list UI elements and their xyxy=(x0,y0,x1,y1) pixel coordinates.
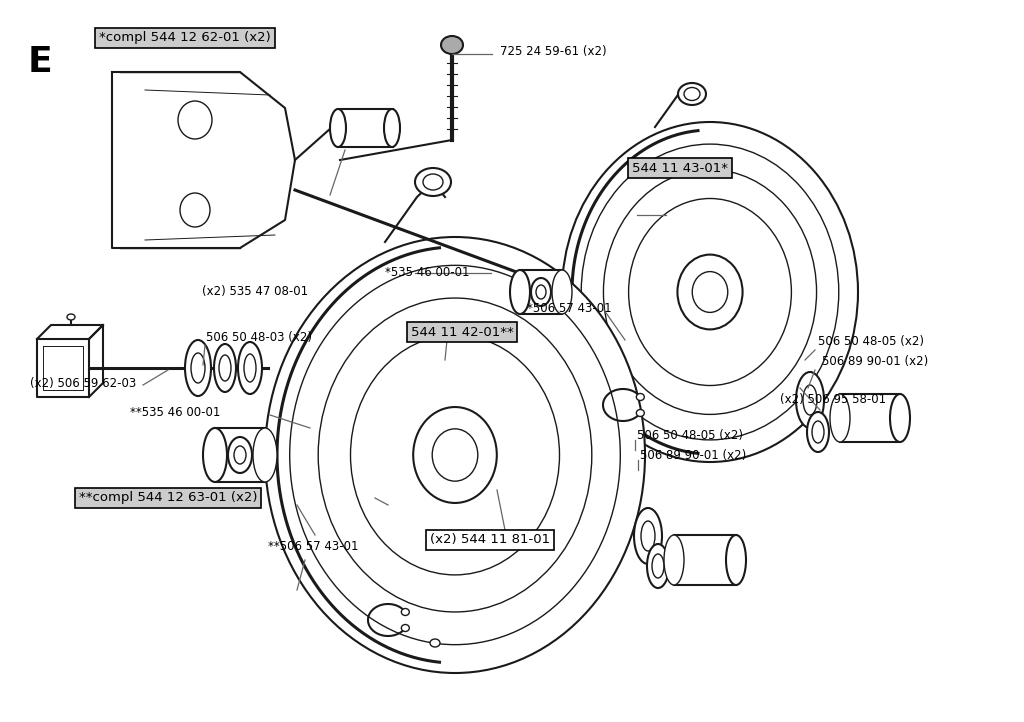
Ellipse shape xyxy=(415,168,451,196)
Text: (x2) 506 95 58-01: (x2) 506 95 58-01 xyxy=(780,393,886,406)
Ellipse shape xyxy=(180,193,210,227)
Ellipse shape xyxy=(636,409,644,417)
Ellipse shape xyxy=(603,170,816,414)
Text: (x2) 506 59 62-03: (x2) 506 59 62-03 xyxy=(30,376,136,389)
Ellipse shape xyxy=(796,372,824,428)
Text: **506 57 43-01: **506 57 43-01 xyxy=(268,541,358,554)
Text: *506 57 43-01: *506 57 43-01 xyxy=(527,302,611,315)
Ellipse shape xyxy=(384,109,400,147)
Ellipse shape xyxy=(641,521,655,551)
Ellipse shape xyxy=(510,270,530,314)
Ellipse shape xyxy=(234,446,246,464)
Ellipse shape xyxy=(290,266,621,645)
Ellipse shape xyxy=(330,109,346,147)
Ellipse shape xyxy=(185,340,211,396)
Ellipse shape xyxy=(350,335,559,575)
Ellipse shape xyxy=(636,393,644,401)
Bar xyxy=(520,270,562,314)
Text: (x2) 544 11 81-01: (x2) 544 11 81-01 xyxy=(430,534,550,547)
Ellipse shape xyxy=(890,394,910,442)
Ellipse shape xyxy=(536,285,546,299)
Text: 544 11 42-01**: 544 11 42-01** xyxy=(411,326,513,339)
Ellipse shape xyxy=(664,535,684,585)
Bar xyxy=(674,535,736,585)
Ellipse shape xyxy=(582,144,839,440)
Bar xyxy=(840,394,900,442)
Ellipse shape xyxy=(401,609,410,615)
Text: **535 46 00-01: **535 46 00-01 xyxy=(130,406,220,419)
Polygon shape xyxy=(112,72,295,248)
Ellipse shape xyxy=(562,122,858,462)
Ellipse shape xyxy=(830,394,850,442)
Text: 506 50 48-05 (x2): 506 50 48-05 (x2) xyxy=(637,428,743,441)
Ellipse shape xyxy=(253,428,278,482)
Ellipse shape xyxy=(228,437,252,473)
Ellipse shape xyxy=(678,255,742,329)
Ellipse shape xyxy=(647,544,669,588)
Ellipse shape xyxy=(203,428,227,482)
Ellipse shape xyxy=(414,407,497,503)
Ellipse shape xyxy=(178,101,212,139)
Ellipse shape xyxy=(67,314,75,320)
Ellipse shape xyxy=(692,271,728,313)
Ellipse shape xyxy=(812,421,824,443)
Text: E: E xyxy=(28,45,53,79)
Ellipse shape xyxy=(441,36,463,54)
Ellipse shape xyxy=(807,412,829,452)
Ellipse shape xyxy=(552,270,572,314)
Ellipse shape xyxy=(401,625,410,632)
Ellipse shape xyxy=(191,353,205,383)
Text: *compl 544 12 62-01 (x2): *compl 544 12 62-01 (x2) xyxy=(99,32,271,45)
Ellipse shape xyxy=(219,355,231,381)
Ellipse shape xyxy=(432,429,478,481)
Text: 725 24 59-61 (x2): 725 24 59-61 (x2) xyxy=(500,45,606,58)
Ellipse shape xyxy=(629,199,792,386)
Bar xyxy=(338,109,393,147)
Ellipse shape xyxy=(430,639,440,647)
Ellipse shape xyxy=(318,298,592,612)
Text: 506 50 48-03 (x2): 506 50 48-03 (x2) xyxy=(206,331,312,344)
Text: 506 50 48-05 (x2): 506 50 48-05 (x2) xyxy=(818,336,924,349)
Ellipse shape xyxy=(803,385,817,415)
Ellipse shape xyxy=(726,535,746,585)
Text: **compl 544 12 63-01 (x2): **compl 544 12 63-01 (x2) xyxy=(79,492,257,505)
Ellipse shape xyxy=(238,342,262,394)
Text: 544 11 43-01*: 544 11 43-01* xyxy=(632,162,728,175)
Text: (x2) 535 47 08-01: (x2) 535 47 08-01 xyxy=(202,285,308,298)
Ellipse shape xyxy=(652,554,664,578)
Text: *535 46 00-01: *535 46 00-01 xyxy=(385,266,469,279)
Ellipse shape xyxy=(678,83,706,105)
Bar xyxy=(215,428,265,482)
Ellipse shape xyxy=(531,278,551,306)
Text: 506 89 90-01 (x2): 506 89 90-01 (x2) xyxy=(640,448,746,461)
Ellipse shape xyxy=(244,354,256,382)
Ellipse shape xyxy=(214,344,236,392)
Ellipse shape xyxy=(634,508,662,564)
Ellipse shape xyxy=(265,237,645,673)
Text: 506 89 90-01 (x2): 506 89 90-01 (x2) xyxy=(822,355,928,368)
